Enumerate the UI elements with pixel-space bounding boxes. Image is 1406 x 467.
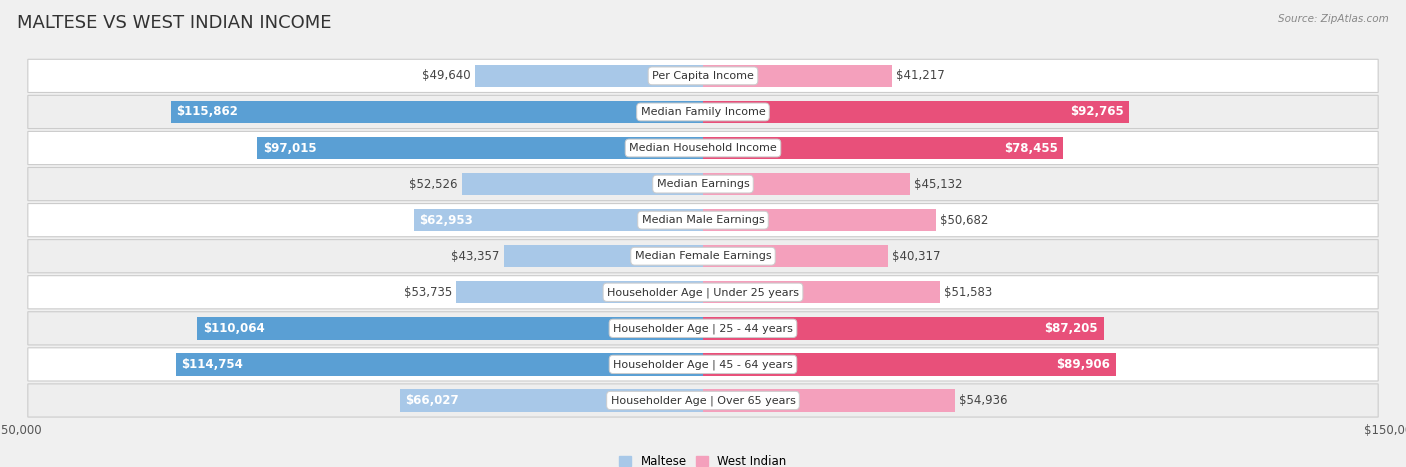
Text: $115,862: $115,862 [176,106,238,119]
Text: $54,936: $54,936 [959,394,1008,407]
Text: Per Capita Income: Per Capita Income [652,71,754,81]
Text: $92,765: $92,765 [1070,106,1123,119]
Text: Householder Age | 25 - 44 years: Householder Age | 25 - 44 years [613,323,793,333]
Bar [461,173,703,195]
Bar [703,65,893,87]
Bar [172,101,703,123]
FancyBboxPatch shape [28,384,1378,417]
FancyBboxPatch shape [28,168,1378,201]
Text: $78,455: $78,455 [1004,142,1057,155]
Bar [399,389,703,411]
Text: $45,132: $45,132 [914,177,963,191]
Text: $110,064: $110,064 [202,322,264,335]
Bar [703,389,955,411]
FancyBboxPatch shape [28,312,1378,345]
Text: $89,906: $89,906 [1056,358,1111,371]
Text: $50,682: $50,682 [941,213,988,226]
Text: $51,583: $51,583 [943,286,993,299]
FancyBboxPatch shape [28,95,1378,128]
Bar [503,245,703,268]
Text: $52,526: $52,526 [409,177,457,191]
Bar [703,353,1116,375]
FancyBboxPatch shape [28,276,1378,309]
FancyBboxPatch shape [28,204,1378,237]
Text: $62,953: $62,953 [419,213,474,226]
Text: $53,735: $53,735 [404,286,453,299]
Bar [703,245,889,268]
Text: $41,217: $41,217 [897,70,945,82]
Text: Median Earnings: Median Earnings [657,179,749,189]
Bar [257,137,703,159]
Bar [703,317,1104,340]
Text: $49,640: $49,640 [422,70,471,82]
Bar [703,137,1063,159]
FancyBboxPatch shape [28,131,1378,164]
Bar [703,281,941,304]
Bar [703,209,936,231]
FancyBboxPatch shape [28,348,1378,381]
FancyBboxPatch shape [28,240,1378,273]
Text: Median Family Income: Median Family Income [641,107,765,117]
Text: $87,205: $87,205 [1045,322,1098,335]
Text: $43,357: $43,357 [451,250,499,263]
Bar [475,65,703,87]
Legend: Maltese, West Indian: Maltese, West Indian [614,450,792,467]
Text: Median Female Earnings: Median Female Earnings [634,251,772,261]
Text: $114,754: $114,754 [181,358,243,371]
Text: Median Household Income: Median Household Income [628,143,778,153]
Text: Median Male Earnings: Median Male Earnings [641,215,765,225]
Bar [703,101,1129,123]
Text: $66,027: $66,027 [405,394,458,407]
Text: $97,015: $97,015 [263,142,316,155]
Bar [176,353,703,375]
Text: MALTESE VS WEST INDIAN INCOME: MALTESE VS WEST INDIAN INCOME [17,14,332,32]
Text: Source: ZipAtlas.com: Source: ZipAtlas.com [1278,14,1389,24]
Bar [456,281,703,304]
Text: Householder Age | 45 - 64 years: Householder Age | 45 - 64 years [613,359,793,370]
Text: $40,317: $40,317 [893,250,941,263]
FancyBboxPatch shape [28,59,1378,92]
Text: Householder Age | Over 65 years: Householder Age | Over 65 years [610,395,796,406]
Bar [197,317,703,340]
Bar [413,209,703,231]
Text: Householder Age | Under 25 years: Householder Age | Under 25 years [607,287,799,297]
Bar [703,173,910,195]
